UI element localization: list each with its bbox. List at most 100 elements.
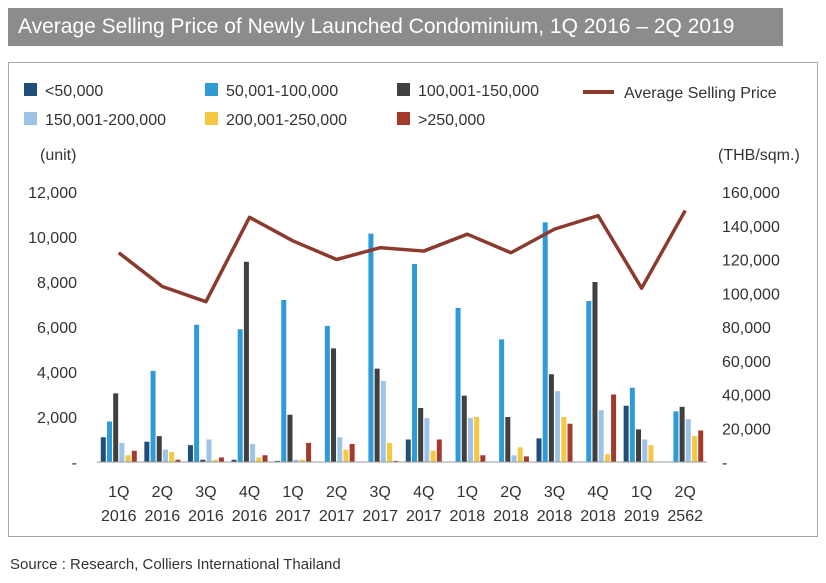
legend-swatch: [205, 112, 218, 125]
y-tick-label: 12,000: [28, 185, 77, 202]
x-tick-label-quarter: 1Q: [282, 484, 303, 501]
bar: [200, 459, 206, 462]
y-tick-label: 10,000: [28, 230, 77, 247]
bar: [306, 442, 312, 462]
bar: [113, 393, 119, 462]
y-axis: - 2,000 4,000 6,000 8,000 10,000 12,000: [28, 185, 77, 472]
y-tick-label: 2,000: [37, 410, 77, 427]
legend-label: 200,001-250,000: [226, 112, 347, 129]
legend-swatch: [24, 83, 37, 96]
bar: [187, 445, 193, 462]
bar: [349, 444, 355, 462]
bar: [555, 391, 561, 462]
y-tick-label: 8,000: [37, 275, 77, 292]
x-tick-label-year: 2017: [406, 508, 442, 525]
bar: [411, 264, 417, 462]
bar: [256, 457, 262, 462]
y-tick-label: -: [72, 455, 77, 472]
x-tick-label-year: 2016: [232, 508, 268, 525]
bar: [299, 459, 305, 462]
x-tick-label-quarter: 4Q: [587, 484, 608, 501]
bar: [592, 282, 598, 462]
y2-tick-label: 80,000: [722, 320, 771, 337]
bar: [393, 460, 399, 462]
x-tick-label-quarter: 2Q: [152, 484, 173, 501]
x-tick-label-quarter: 2Q: [500, 484, 521, 501]
bar: [250, 444, 256, 462]
bar: [374, 368, 380, 462]
chart-title: Average Selling Price of Newly Launched …: [8, 8, 783, 46]
bar: [629, 387, 635, 462]
y-axis-label: (unit): [40, 147, 76, 164]
bar: [212, 459, 218, 462]
y2-tick-label: 20,000: [722, 421, 771, 438]
legend-label: 50,001-100,000: [226, 83, 338, 100]
bar: [685, 419, 691, 462]
legend-swatch: [397, 83, 410, 96]
average-price-line: [117, 209, 687, 304]
bar: [169, 451, 175, 462]
bar: [523, 456, 529, 462]
y2-tick-label: 60,000: [722, 354, 771, 371]
y-tick-label: 6,000: [37, 320, 77, 337]
x-tick-label-quarter: 3Q: [370, 484, 391, 501]
average-price-line-path: [117, 209, 687, 304]
bar: [100, 437, 106, 462]
x-tick-label-year: 2017: [362, 508, 398, 525]
bar: [598, 410, 604, 462]
x-tick-label-quarter: 3Q: [544, 484, 565, 501]
bar: [430, 450, 436, 462]
x-tick-label-year: 2562: [667, 508, 703, 525]
legend-line-label: Average Selling Price: [624, 85, 777, 102]
x-tick-label-year: 2016: [101, 508, 137, 525]
bar: [337, 437, 343, 462]
legend-swatch: [24, 112, 37, 125]
bar: [162, 449, 168, 462]
x-tick-label-year: 2017: [319, 508, 355, 525]
bar: [679, 406, 685, 462]
bar: [206, 439, 212, 462]
x-tick-label-year: 2018: [493, 508, 529, 525]
bar: [436, 439, 442, 462]
bar: [611, 394, 617, 462]
y2-axis: - 20,000 40,000 60,000 80,000 100,000 120,000 1…: [722, 185, 780, 472]
source-note: Source : Research, Colliers Internationa…: [10, 556, 341, 573]
bar: [636, 429, 642, 462]
x-tick-label-year: 2017: [275, 508, 311, 525]
bar: [231, 459, 237, 462]
bar: [150, 370, 156, 462]
bar: [424, 418, 430, 462]
bar: [144, 441, 150, 462]
legend-swatch: [205, 83, 218, 96]
x-tick-label-year: 2019: [624, 508, 660, 525]
bar: [343, 449, 349, 462]
x-tick-label-year: 2018: [450, 508, 486, 525]
x-tick-label-quarter: 1Q: [108, 484, 129, 501]
bar: [698, 430, 704, 462]
bar: [368, 233, 374, 462]
x-tick-label-year: 2016: [188, 508, 224, 525]
y2-tick-label: 40,000: [722, 388, 771, 405]
y2-tick-label: 120,000: [722, 253, 780, 270]
x-axis: 1Q 2016 2Q 2016 3Q 2016 4Q 2016 1Q 2017 2Q 2017 3Q 20…: [101, 484, 703, 525]
legend-swatch: [397, 112, 410, 125]
bar: [331, 348, 337, 462]
bar: [324, 325, 330, 462]
bar: [642, 439, 648, 462]
bar: [293, 459, 299, 462]
bar: [387, 442, 393, 462]
y2-tick-label: 140,000: [722, 219, 780, 236]
bar: [125, 455, 131, 462]
x-tick-label-quarter: 1Q: [457, 484, 478, 501]
legend: <50,000 50,001-100,000 100,001-150,000 150,…: [24, 83, 777, 129]
bar: [156, 436, 162, 462]
legend-label: 100,001-150,000: [418, 83, 539, 100]
bar: [623, 405, 629, 462]
bar: [511, 455, 517, 462]
bar: [474, 417, 480, 462]
y-tick-label: 4,000: [37, 365, 77, 382]
bar: [131, 450, 137, 462]
x-tick-label-quarter: 2Q: [675, 484, 696, 501]
bar: [499, 339, 505, 462]
